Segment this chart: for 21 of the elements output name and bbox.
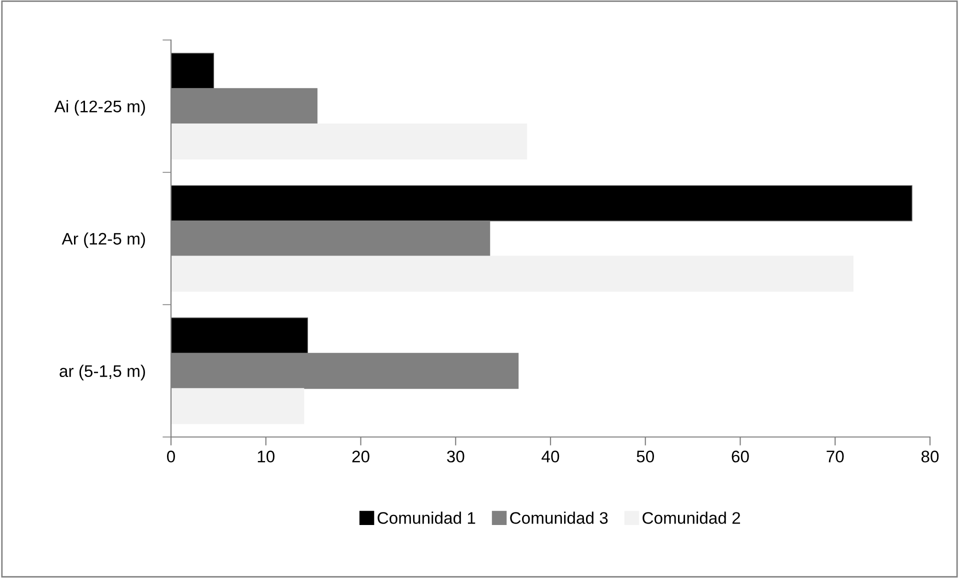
x-tick-label: 10 xyxy=(258,450,274,462)
bar xyxy=(171,388,304,424)
y-tick-label: Ar (12-5 m) xyxy=(62,232,145,248)
x-tick-label: 0 xyxy=(167,450,175,462)
x-tick-label: 80 xyxy=(921,450,939,462)
bar xyxy=(171,52,214,89)
x-tick-label: 50 xyxy=(636,450,654,462)
y-tick-label: Ai (12-25 m) xyxy=(54,100,145,116)
bar xyxy=(171,256,854,292)
x-tick-label: 70 xyxy=(826,450,844,462)
x-tick-label: 30 xyxy=(446,450,464,462)
x-tick-label: 20 xyxy=(352,450,370,462)
legend-label: Comunidad 1 xyxy=(378,512,476,524)
x-tick-label: 40 xyxy=(542,450,560,462)
bar xyxy=(171,318,308,354)
x-tick-label: 60 xyxy=(732,450,749,462)
y-tick-label: ar (5-1,5 m) xyxy=(60,364,145,380)
bar xyxy=(171,185,912,222)
bar xyxy=(171,123,528,160)
legend-label: Comunidad 2 xyxy=(642,512,740,524)
legend-label: Comunidad 3 xyxy=(510,512,608,524)
